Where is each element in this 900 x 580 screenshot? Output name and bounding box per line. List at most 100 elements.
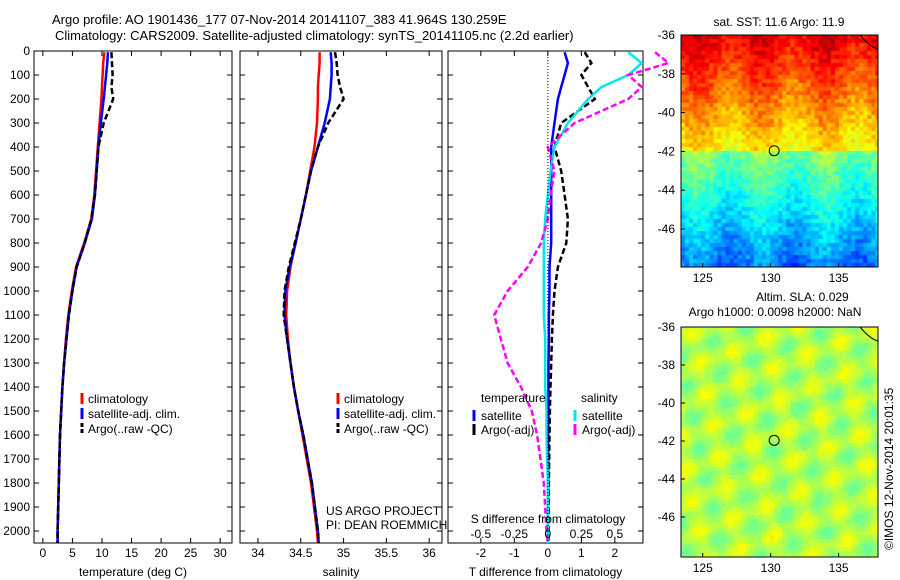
sla-map-heatmap: [681, 327, 878, 557]
y-tick-label: 1200: [3, 332, 30, 346]
legend-label: Argo(..raw -QC): [344, 422, 429, 436]
coastline: [859, 326, 879, 342]
y-tick-label: 1300: [3, 356, 30, 370]
lat-tick-label: -40: [658, 106, 676, 120]
lon-tick-label: 130: [761, 271, 781, 285]
y-tick-label: 900: [10, 260, 30, 274]
x-tick-label: 35: [337, 546, 351, 560]
series-line-argo-raw-qc-: [56, 52, 115, 543]
series-line-t-satellite: [546, 51, 570, 543]
x-tick-label: 34: [251, 546, 265, 560]
series-line-s-argo-adj-: [492, 51, 672, 544]
legend-label: satellite-adj. clim.: [344, 407, 436, 421]
y-tick-label: 1400: [3, 380, 30, 394]
x-tick-label: 34.5: [289, 546, 313, 560]
lat-tick-label: -36: [658, 320, 676, 334]
y-tick-label: 1100: [4, 308, 30, 322]
legend-title-salinity: salinity: [581, 391, 618, 405]
y-tick-label: 1700: [3, 452, 30, 466]
argo-position-marker: [768, 145, 780, 157]
x-tick-label: 35.5: [375, 546, 399, 560]
x-axis-label: salinity: [323, 565, 360, 579]
project-label: US ARGO PROJECT: [326, 504, 441, 518]
lon-tick-label: 125: [693, 561, 713, 575]
y-tick-label: 1900: [3, 500, 30, 514]
imos-timestamp: ©IMOS 12-Nov-2014 20:01:35: [882, 387, 896, 550]
coastline: [859, 34, 879, 50]
x-tick-label: 20: [154, 546, 168, 560]
x2-tick-label: 0: [545, 527, 552, 541]
y-tick-label: 800: [10, 236, 30, 250]
y-tick-label: 200: [10, 92, 30, 106]
sla-map-subtitle: Argo h1000: 0.0098 h2000: NaN: [689, 305, 862, 319]
x-tick-label: 10: [95, 546, 109, 560]
y-tick-label: 1000: [3, 284, 30, 298]
plot-frame: [33, 50, 233, 544]
x-tick-label: -1: [509, 546, 520, 560]
series-line-s-satellite: [542, 51, 644, 543]
lat-tick-label: -40: [658, 396, 676, 410]
x-tick-label: 2: [612, 546, 619, 560]
x-tick-label: 0: [545, 546, 552, 560]
plot-frame: [239, 50, 443, 544]
lon-tick-label: 135: [829, 271, 849, 285]
x-axis-label: T difference from climatology: [469, 565, 623, 579]
legend-label: satellite: [481, 409, 522, 423]
sst-map-title: sat. SST: 11.6 Argo: 11.9: [714, 15, 845, 29]
lat-tick-label: -42: [658, 434, 676, 448]
map-frame: [680, 326, 879, 558]
lon-tick-label: 135: [829, 561, 849, 575]
argo-position-marker: [768, 434, 780, 446]
y-tick-label: 600: [10, 188, 30, 202]
title-line-2: Climatology: CARS2009. Satellite-adjuste…: [55, 28, 574, 43]
x-tick-label: 25: [184, 546, 198, 560]
lon-tick-label: 125: [693, 271, 713, 285]
y-tick-label: 700: [10, 212, 30, 226]
legend-label: climatology: [344, 392, 404, 406]
lat-tick-label: -38: [658, 67, 676, 81]
y-tick-label: 300: [10, 116, 30, 130]
lat-tick-label: -44: [658, 472, 676, 486]
x-tick-label: -2: [475, 546, 486, 560]
y-tick-label: 1600: [3, 428, 30, 442]
lat-tick-label: -36: [658, 28, 676, 42]
series-line-argo-raw-qc-: [282, 52, 345, 544]
legend-label: Argo(..raw -QC): [88, 422, 173, 436]
y-tick-label: 1800: [3, 476, 30, 490]
x-axis-label: temperature (deg C): [79, 565, 187, 579]
legend-label: Argo(-adj): [582, 423, 635, 437]
sla-map-title: Altim. SLA: 0.029: [756, 290, 849, 304]
lon-tick-label: 130: [761, 561, 781, 575]
legend-label: satellite: [582, 409, 623, 423]
x-tick-label: 30: [213, 546, 227, 560]
pi-label: PI: DEAN ROEMMICH: [326, 518, 447, 532]
y-tick-label: 500: [10, 164, 30, 178]
y-tick-label: 0: [23, 44, 30, 58]
x2-tick-label: -0.25: [501, 527, 529, 541]
x-tick-label: 0: [40, 546, 47, 560]
y-tick-label: 100: [10, 68, 30, 82]
x2-tick-label: 0.25: [570, 527, 594, 541]
lat-tick-label: -38: [658, 358, 676, 372]
y-tick-label: 2000: [3, 524, 30, 538]
x2-tick-label: -0.5: [470, 527, 491, 541]
legend-label: climatology: [88, 392, 148, 406]
x-tick-label: 1: [578, 546, 585, 560]
x2-tick-label: 0.5: [607, 527, 624, 541]
series-line-t-argo-adj-: [547, 51, 597, 543]
title-line-1: Argo profile: AO 1901436_177 07-Nov-2014…: [52, 12, 507, 27]
plot-frame: [447, 50, 644, 544]
lat-tick-label: -42: [658, 144, 676, 158]
lat-tick-label: -46: [658, 222, 676, 236]
x-tick-label: 36: [422, 546, 436, 560]
lat-tick-label: -46: [658, 510, 676, 524]
x2-axis-label: S difference from climatology: [471, 512, 626, 526]
legend-title-temperature: temperature: [481, 391, 546, 405]
legend-label: Argo(-adj): [481, 423, 534, 437]
y-tick-label: 1500: [3, 404, 30, 418]
y-tick-label: 400: [10, 140, 30, 154]
x-tick-label: 15: [125, 546, 139, 560]
